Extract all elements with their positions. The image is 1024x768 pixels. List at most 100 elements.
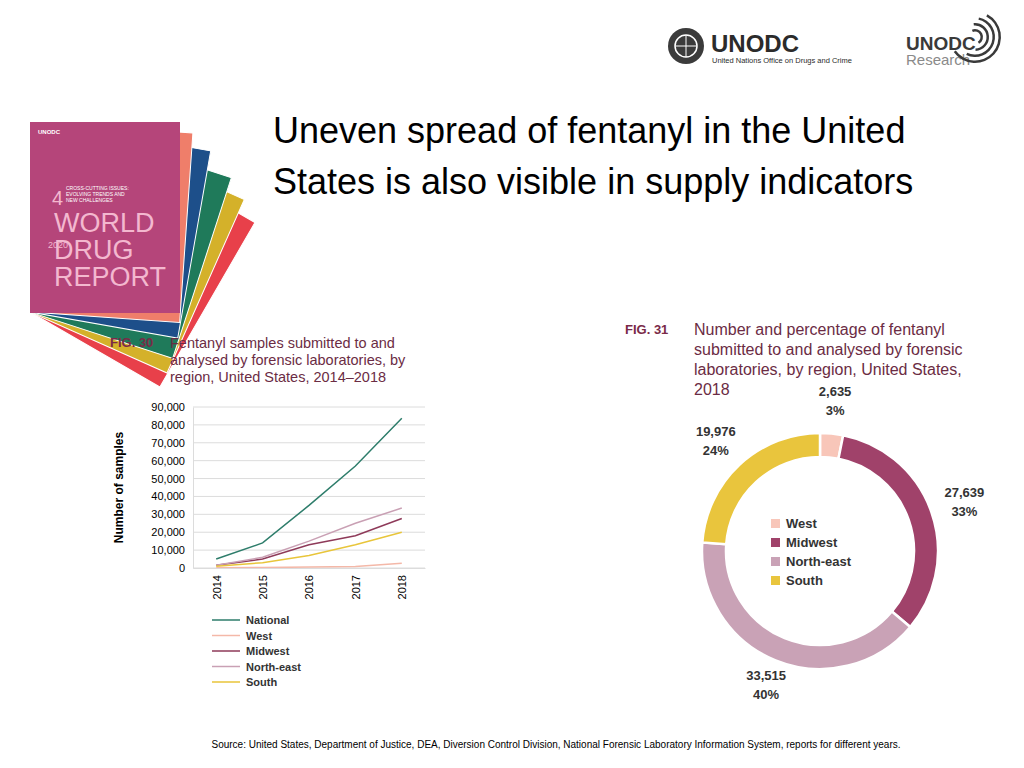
un-emblem-inner bbox=[675, 35, 697, 57]
legend-label: South bbox=[246, 676, 277, 688]
legend-swatch bbox=[771, 557, 780, 566]
figure-number: FIG. 31 bbox=[625, 322, 668, 337]
data-label-percent: 33% bbox=[951, 504, 977, 519]
y-tick-label: 80,000 bbox=[151, 419, 185, 431]
x-tick: 2015 bbox=[257, 568, 269, 599]
x-tick-label: 2018 bbox=[396, 575, 408, 599]
x-tick: 2014 bbox=[211, 568, 223, 599]
legend-label: West bbox=[246, 630, 272, 642]
y-tick: 40,000 bbox=[151, 490, 193, 502]
series-line bbox=[216, 418, 402, 559]
data-label-percent: 24% bbox=[703, 443, 729, 458]
slide-title: Uneven spread of fentanyl in the United bbox=[273, 110, 905, 151]
chart-title: 2018 bbox=[694, 381, 730, 398]
y-axis-line bbox=[193, 408, 194, 569]
cover-title: WORLD bbox=[54, 208, 155, 238]
slide: UNODC4CROSS-CUTTING ISSUES:EVOLVING TREN… bbox=[0, 0, 1024, 768]
x-tick: 2018 bbox=[396, 568, 408, 599]
slice bbox=[702, 542, 910, 669]
legend-swatch bbox=[212, 681, 240, 683]
x-tick-label: 2015 bbox=[257, 575, 269, 599]
grid-line bbox=[193, 407, 425, 408]
research-logo-arc bbox=[966, 17, 995, 57]
data-label-percent: 40% bbox=[753, 687, 779, 702]
y-tick: 0 bbox=[179, 562, 193, 574]
y-tick-label: 20,000 bbox=[151, 526, 185, 538]
data-label: 27,639 bbox=[945, 485, 985, 500]
research-logo-arc bbox=[972, 29, 983, 44]
y-tick: 10,000 bbox=[151, 544, 193, 556]
chart-title: submitted to and analysed by forensic bbox=[694, 341, 963, 358]
y-axis-title: Number of samples bbox=[112, 431, 126, 543]
chart-title: analysed by forensic laboratories, by bbox=[170, 352, 406, 368]
unodc-logo: UNODCUnited Nations Office on Drugs and … bbox=[668, 28, 852, 65]
chart-fig30: FIG. 30Fentanyl samples submitted to and… bbox=[110, 335, 426, 688]
cover-section: 4 bbox=[52, 187, 63, 209]
source: Source: United States, Department of Jus… bbox=[212, 739, 901, 750]
legend-label: South bbox=[786, 573, 823, 588]
legend-swatch bbox=[771, 519, 780, 528]
legend-label: North-east bbox=[246, 661, 301, 673]
data-labels: 2,6353%27,63933%33,51540%19,97624% bbox=[696, 384, 984, 703]
x-tick: 2016 bbox=[303, 568, 315, 599]
y-tick: 80,000 bbox=[151, 419, 193, 431]
chart-title: Number and percentage of fentanyl bbox=[694, 321, 945, 338]
legend-swatch bbox=[771, 576, 780, 585]
slice bbox=[702, 433, 820, 544]
y-axis: 0 10,000 20,000 30,000 40,000 50,000 60,000 70,… bbox=[151, 401, 193, 574]
grid-line bbox=[193, 460, 425, 461]
data-label: 2,635 bbox=[819, 384, 852, 399]
legend-swatch bbox=[212, 619, 240, 621]
chart-title: Fentanyl samples submitted to and bbox=[170, 335, 395, 351]
data-label-percent: 3% bbox=[826, 403, 845, 418]
cover-section-title: NEW CHALLENGES bbox=[66, 197, 113, 203]
cover-year: 2020 bbox=[48, 240, 68, 250]
research-logo-arc bbox=[954, 14, 1001, 63]
x-tick: 2017 bbox=[350, 568, 362, 599]
legend-swatch bbox=[212, 666, 240, 668]
cover-logo: UNODC bbox=[38, 129, 61, 135]
legend-label: North-east bbox=[786, 554, 852, 569]
cover-title: REPORT bbox=[54, 262, 166, 292]
grid-line bbox=[193, 514, 425, 515]
y-tick-label: 50,000 bbox=[151, 473, 185, 485]
research-logo: UNODCResearch bbox=[906, 14, 1001, 68]
x-axis: 2014 2015 2016 2017 2018 bbox=[194, 568, 426, 599]
x-tick-label: 2016 bbox=[303, 575, 315, 599]
cover-back bbox=[30, 122, 193, 322]
legend-label: National bbox=[246, 614, 289, 626]
chart-title: laboratories, by region, United States, bbox=[694, 361, 962, 378]
y-tick-label: 40,000 bbox=[151, 490, 185, 502]
logo-subtitle: United Nations Office on Drugs and Crime bbox=[712, 56, 852, 65]
grid-line bbox=[193, 496, 425, 497]
grid-line bbox=[193, 478, 425, 479]
cover-front bbox=[30, 122, 180, 313]
logo-name: UNODC bbox=[711, 30, 799, 57]
y-tick-label: 30,000 bbox=[151, 508, 185, 520]
legend: National West Midwest North-east South bbox=[212, 614, 301, 688]
grid-line bbox=[193, 550, 425, 551]
slices bbox=[702, 433, 938, 669]
legend: West Midwest North-east South bbox=[771, 516, 852, 588]
legend-swatch bbox=[212, 650, 240, 652]
legend-swatch bbox=[771, 538, 780, 547]
y-tick-label: 0 bbox=[179, 562, 185, 574]
x-tick-label: 2017 bbox=[350, 575, 362, 599]
data-label: 19,976 bbox=[696, 424, 736, 439]
series-line bbox=[216, 532, 402, 566]
x-tick-label: 2014 bbox=[211, 575, 223, 599]
grid-line bbox=[193, 532, 425, 533]
slice bbox=[838, 435, 938, 627]
research-logo-arc bbox=[974, 23, 989, 51]
series-line bbox=[216, 508, 402, 565]
legend-label: West bbox=[786, 516, 817, 531]
y-tick: 70,000 bbox=[151, 437, 193, 449]
grid-line bbox=[193, 442, 425, 443]
legend-label: Midwest bbox=[786, 535, 838, 550]
y-tick-label: 10,000 bbox=[151, 544, 185, 556]
y-tick-label: 60,000 bbox=[151, 455, 185, 467]
legend-label: Midwest bbox=[246, 645, 290, 657]
y-tick-label: 90,000 bbox=[151, 401, 185, 413]
y-tick: 20,000 bbox=[151, 526, 193, 538]
y-tick: 60,000 bbox=[151, 455, 193, 467]
